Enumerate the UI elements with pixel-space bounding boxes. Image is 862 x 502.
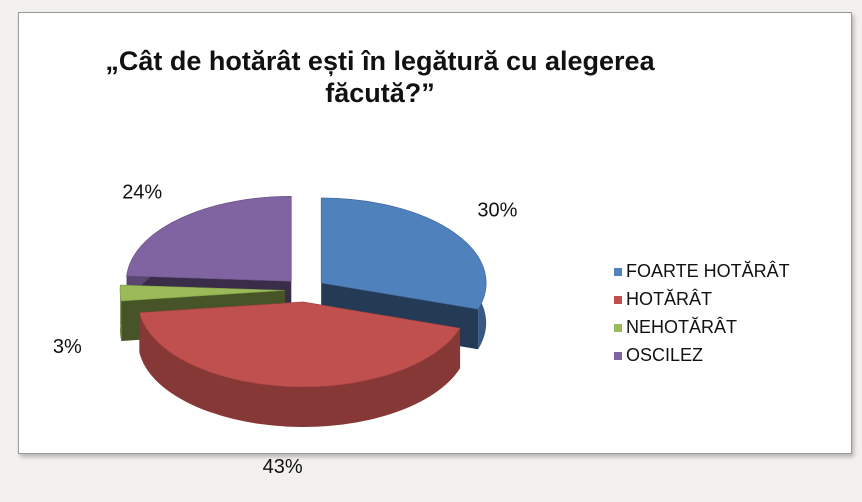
legend-swatch <box>614 268 622 276</box>
legend-label: HOTĂRÂT <box>626 289 712 309</box>
legend-swatch <box>614 296 622 304</box>
data-label: 24% <box>122 182 162 204</box>
slice-side <box>139 312 461 427</box>
legend-swatch <box>614 352 622 360</box>
slice <box>119 284 286 302</box>
data-label: 3% <box>53 336 82 358</box>
legend-label: OSCILEZ <box>626 345 703 365</box>
slice-side <box>120 285 122 342</box>
slice <box>139 301 461 388</box>
data-label: 30% <box>477 199 517 221</box>
legend-swatch <box>614 324 622 332</box>
legend-label: NEHOTĂRÂT <box>626 317 737 337</box>
slice <box>320 197 487 310</box>
data-label: 43% <box>263 456 303 478</box>
chart-title: „Cât de hotărât ești în legătură cu aleg… <box>105 46 655 108</box>
slice <box>126 195 292 282</box>
legend-label: FOARTE HOTĂRÂT <box>626 261 790 281</box>
